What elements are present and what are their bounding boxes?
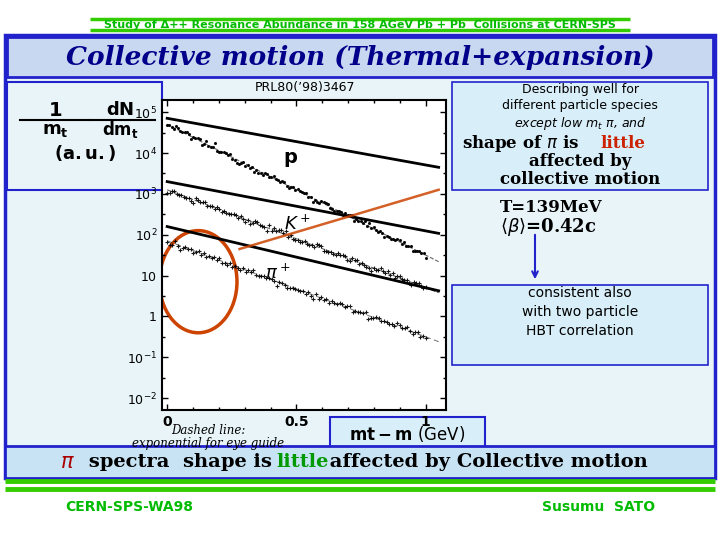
FancyBboxPatch shape bbox=[330, 417, 485, 452]
Text: $\mathbf{dm_t}$: $\mathbf{dm_t}$ bbox=[102, 119, 138, 140]
Text: Collective motion (Thermal+expansion): Collective motion (Thermal+expansion) bbox=[66, 44, 654, 70]
Text: Susumu  SATO: Susumu SATO bbox=[542, 500, 655, 514]
Text: Describing well for: Describing well for bbox=[521, 84, 639, 97]
Text: $\pi^+$: $\pi^+$ bbox=[266, 264, 291, 283]
Text: spectra  shape is: spectra shape is bbox=[82, 453, 279, 471]
Text: HBT correlation: HBT correlation bbox=[526, 324, 634, 338]
Text: PRL80(’98)3467: PRL80(’98)3467 bbox=[255, 80, 355, 93]
Text: affected by Collective motion: affected by Collective motion bbox=[323, 453, 648, 471]
Text: different particle species: different particle species bbox=[502, 98, 658, 111]
Text: little: little bbox=[600, 134, 645, 152]
Text: $K^+$: $K^+$ bbox=[284, 215, 310, 234]
Text: Dashed line:: Dashed line: bbox=[171, 423, 246, 436]
Text: p: p bbox=[284, 147, 297, 167]
FancyBboxPatch shape bbox=[452, 285, 708, 365]
Text: exponential for eye guide: exponential for eye guide bbox=[132, 436, 284, 449]
FancyBboxPatch shape bbox=[7, 37, 713, 77]
Text: $\mathbf{m_t}$: $\mathbf{m_t}$ bbox=[42, 121, 68, 139]
Text: collective motion: collective motion bbox=[500, 171, 660, 187]
Text: little: little bbox=[276, 453, 328, 471]
Text: $\mathbf{dN}$: $\mathbf{dN}$ bbox=[106, 101, 134, 119]
Text: $\langle\beta\rangle$=0.42c: $\langle\beta\rangle$=0.42c bbox=[500, 216, 597, 238]
Text: CERN-SPS-WA98: CERN-SPS-WA98 bbox=[65, 500, 193, 514]
Text: affected by: affected by bbox=[528, 152, 631, 170]
FancyBboxPatch shape bbox=[5, 35, 715, 478]
FancyBboxPatch shape bbox=[452, 82, 708, 190]
FancyBboxPatch shape bbox=[7, 82, 162, 190]
Text: $\mathbf{1}$: $\mathbf{1}$ bbox=[48, 100, 62, 119]
Text: $\pi$: $\pi$ bbox=[60, 452, 75, 472]
Text: except low $m_t$ $\pi$, and: except low $m_t$ $\pi$, and bbox=[513, 114, 647, 132]
Text: Study of Δ++ Resonance Abundance in 158 AGeV Pb + Pb  Collisions at CERN-SPS: Study of Δ++ Resonance Abundance in 158 … bbox=[104, 19, 616, 30]
Text: consistent also: consistent also bbox=[528, 286, 632, 300]
Text: T=139MeV: T=139MeV bbox=[500, 199, 603, 215]
Text: shape of $\pi$ is: shape of $\pi$ is bbox=[462, 132, 580, 153]
Text: with two particle: with two particle bbox=[522, 305, 638, 319]
FancyBboxPatch shape bbox=[5, 446, 715, 478]
Text: $\mathbf{(a.u.)}$: $\mathbf{(a.u.)}$ bbox=[54, 143, 117, 163]
Text: $\mathbf{mt - m}$ (GeV): $\mathbf{mt - m}$ (GeV) bbox=[348, 424, 465, 444]
